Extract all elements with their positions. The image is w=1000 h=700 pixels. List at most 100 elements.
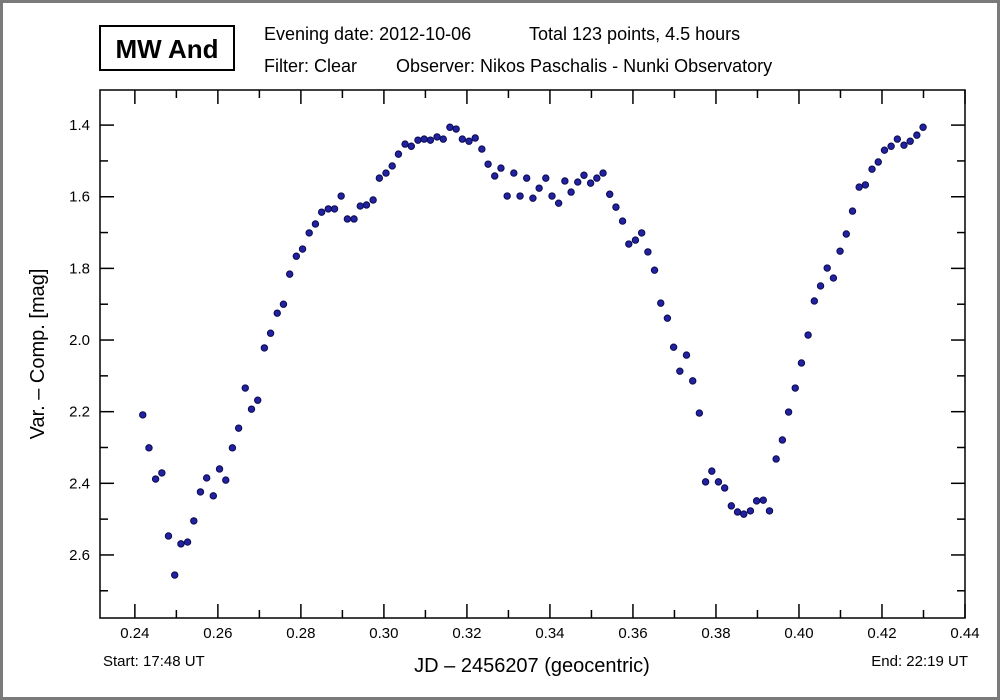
- data-point: [503, 192, 511, 200]
- data-point: [234, 424, 243, 432]
- data-point: [266, 329, 275, 337]
- data-point: [516, 192, 524, 200]
- data-point: [139, 411, 147, 419]
- data-point: [720, 484, 729, 492]
- data-point: [606, 190, 614, 198]
- x-tick-label: 0.26: [203, 625, 232, 642]
- x-tick-label: 0.40: [784, 625, 813, 642]
- data-point: [542, 174, 550, 182]
- data-point: [273, 309, 281, 317]
- data-point: [529, 194, 537, 202]
- data-point: [343, 215, 352, 223]
- data-point: [177, 540, 185, 548]
- y-tick-label: 1.6: [69, 189, 90, 206]
- data-point: [202, 474, 211, 482]
- data-point: [433, 133, 441, 141]
- filter: Filter: Clear: [264, 56, 357, 76]
- data-point: [708, 467, 716, 475]
- data-point: [491, 172, 499, 180]
- data-point: [836, 247, 844, 255]
- data-point: [254, 396, 262, 404]
- data-point: [190, 517, 198, 525]
- data-point: [823, 264, 831, 272]
- data-point: [829, 274, 838, 282]
- data-point: [625, 240, 633, 248]
- data-point: [637, 229, 646, 237]
- data-point: [305, 229, 313, 237]
- data-point: [567, 188, 575, 196]
- data-point: [426, 136, 435, 144]
- x-tick-label: 0.42: [867, 625, 896, 642]
- data-point: [682, 351, 691, 359]
- data-point: [285, 270, 294, 278]
- star-name-box: [99, 25, 235, 71]
- data-point: [848, 207, 857, 215]
- data-point: [388, 162, 396, 170]
- data-point: [695, 409, 704, 417]
- data-point: [439, 135, 447, 143]
- plot-area: [99, 89, 966, 619]
- data-point: [209, 492, 218, 500]
- data-point: [171, 571, 179, 579]
- data-point: [337, 192, 345, 200]
- data-point: [510, 169, 518, 177]
- data-point: [714, 478, 723, 486]
- data-point: [778, 436, 787, 444]
- data-point: [241, 384, 249, 392]
- data-point: [260, 344, 269, 352]
- data-point: [759, 496, 767, 504]
- data-point: [618, 217, 627, 225]
- y-tick-label: 2.0: [69, 332, 90, 349]
- data-point: [900, 141, 908, 149]
- data-point: [407, 142, 416, 150]
- data-point: [580, 171, 588, 179]
- data-point: [727, 502, 736, 510]
- data-point: [733, 508, 742, 516]
- data-point: [631, 236, 640, 244]
- x-tick-label: 0.36: [618, 625, 647, 642]
- data-point: [752, 497, 761, 505]
- data-point: [465, 137, 473, 145]
- data-point: [772, 455, 780, 463]
- data-point: [746, 507, 755, 515]
- data-point: [701, 478, 710, 486]
- x-tick-label: 0.30: [369, 625, 398, 642]
- data-point: [887, 142, 895, 150]
- data-point: [810, 297, 819, 305]
- data-point: [586, 179, 595, 187]
- data-point: [913, 131, 921, 139]
- data-point: [574, 178, 582, 186]
- data-point: [548, 192, 556, 200]
- data-point: [279, 300, 288, 308]
- data-point: [330, 205, 339, 213]
- observer: Observer: Nikos Paschalis - Nunki Observ…: [396, 56, 772, 76]
- data-point: [676, 367, 684, 375]
- x-tick-label: 0.24: [120, 625, 149, 642]
- data-point: [401, 140, 409, 148]
- data-point: [522, 174, 531, 182]
- data-point: [478, 145, 486, 153]
- data-point: [765, 507, 774, 515]
- data-point: [644, 248, 652, 256]
- data-point: [561, 177, 569, 185]
- data-point: [650, 266, 659, 274]
- data-point: [855, 183, 863, 191]
- data-point: [842, 230, 850, 238]
- x-tick-label: 0.34: [535, 625, 564, 642]
- data-point: [893, 135, 902, 143]
- data-point: [350, 215, 358, 223]
- data-point: [906, 137, 914, 145]
- data-point: [535, 184, 543, 192]
- data-point: [663, 314, 672, 322]
- data-point: [151, 475, 160, 483]
- y-tick-label: 2.6: [69, 547, 90, 564]
- data-point: [861, 181, 870, 189]
- x-tick-label: 0.44: [950, 625, 979, 642]
- data-point: [804, 331, 812, 339]
- data-point: [375, 174, 384, 182]
- data-point: [919, 123, 927, 131]
- data-point: [158, 469, 166, 477]
- data-point: [183, 538, 192, 546]
- data-point: [317, 208, 326, 216]
